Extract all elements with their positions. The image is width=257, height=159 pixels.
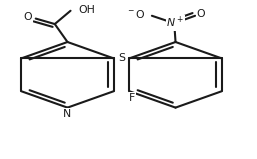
Text: O: O xyxy=(24,12,32,22)
Text: OH: OH xyxy=(78,4,95,14)
Text: $N^+$: $N^+$ xyxy=(166,15,184,30)
Text: F: F xyxy=(129,93,135,103)
Text: S: S xyxy=(118,53,125,63)
Text: N: N xyxy=(63,109,72,119)
Text: O: O xyxy=(196,9,205,19)
Text: $^-$O: $^-$O xyxy=(126,8,145,20)
